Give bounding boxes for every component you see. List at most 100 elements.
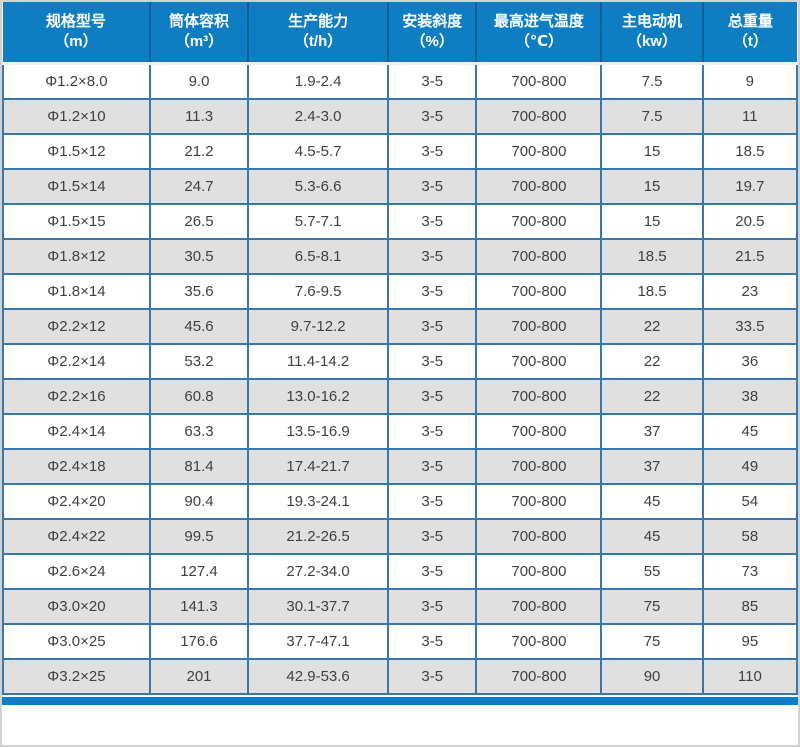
column-unit: （t/h）	[293, 33, 343, 50]
header-row: 规格型号 （m） 筒体容积 （m³） 生产能力 （t/h） 安装斜度 （%） 最…	[3, 2, 797, 65]
table-cell: 73	[701, 553, 798, 590]
table-cell: Φ2.4×14	[2, 413, 151, 450]
table-cell: 20.5	[701, 203, 798, 240]
column-label: 安装斜度	[402, 13, 463, 30]
table-cell: 700-800	[475, 133, 603, 170]
table-cell: 3-5	[387, 273, 478, 310]
table-row: Φ1.8×14 35.6 7.6-9.5 3-5 700-800 18.5 23	[2, 273, 798, 310]
table-cell: 4.5-5.7	[247, 133, 390, 170]
table-cell: 90	[600, 658, 704, 695]
table-cell: 1.9-2.4	[247, 62, 390, 100]
table-cell: 9	[701, 62, 798, 100]
table-cell: 700-800	[475, 62, 603, 100]
table-cell: Φ2.4×22	[2, 518, 151, 555]
table-cell: 700-800	[475, 623, 603, 660]
table-cell: 85	[701, 588, 798, 625]
table-cell: 700-800	[475, 203, 603, 240]
table-cell: 110	[701, 658, 798, 695]
table-cell: 49	[701, 448, 798, 485]
table-cell: 22	[600, 343, 704, 380]
table-cell: 99.5	[148, 518, 250, 555]
table-cell: Φ3.2×25	[2, 658, 151, 695]
table-row: Φ2.4×20 90.4 19.3-24.1 3-5 700-800 45 54	[2, 483, 798, 520]
table-cell: 58	[701, 518, 798, 555]
column-unit: （m³）	[174, 33, 224, 50]
table-cell: 21.2-26.5	[247, 518, 390, 555]
table-cell: 45	[600, 518, 704, 555]
table-cell: 11.3	[148, 98, 250, 135]
table-cell: 3-5	[387, 343, 478, 380]
column-header-installation-slope: 安装斜度 （%）	[388, 2, 478, 65]
table-cell: 9.7-12.2	[247, 308, 390, 345]
table-row: Φ2.2×16 60.8 13.0-16.2 3-5 700-800 22 38	[2, 378, 798, 415]
table-cell: 11.4-14.2	[247, 343, 390, 380]
table-cell: 24.7	[148, 168, 250, 205]
column-label: 最高进气温度	[493, 13, 584, 30]
table-cell: 9.0	[148, 62, 250, 100]
footer-bar	[2, 697, 798, 705]
table-cell: 42.9-53.6	[247, 658, 390, 695]
table-row: Φ2.2×14 53.2 11.4-14.2 3-5 700-800 22 36	[2, 343, 798, 380]
table-cell: Φ3.0×20	[2, 588, 151, 625]
table-cell: 45	[701, 413, 798, 450]
table-cell: 2.4-3.0	[247, 98, 390, 135]
table-cell: 36	[701, 343, 798, 380]
table-cell: 21.5	[701, 238, 798, 275]
table-cell: 3-5	[387, 62, 478, 100]
table-row: Φ2.4×22 99.5 21.2-26.5 3-5 700-800 45 58	[2, 518, 798, 555]
table-cell: Φ1.5×15	[2, 203, 151, 240]
table-cell: 700-800	[475, 238, 603, 275]
table-cell: Φ1.5×12	[2, 133, 151, 170]
column-label: 生产能力	[288, 13, 349, 30]
table-row: Φ3.2×25 201 42.9-53.6 3-5 700-800 90 110	[2, 658, 798, 695]
table-cell: 53.2	[148, 343, 250, 380]
table-cell: 22	[600, 378, 704, 415]
table-row: Φ3.0×25 176.6 37.7-47.1 3-5 700-800 75 95	[2, 623, 798, 660]
table-cell: 15	[600, 133, 704, 170]
column-header-max-inlet-temperature: 最高进气温度 （℃）	[476, 2, 603, 65]
table-cell: 38	[701, 378, 798, 415]
table-row: Φ2.4×18 81.4 17.4-21.7 3-5 700-800 37 49	[2, 448, 798, 485]
table-cell: 63.3	[148, 413, 250, 450]
table-cell: 75	[600, 588, 704, 625]
table-cell: 54	[701, 483, 798, 520]
table-header: 规格型号 （m） 筒体容积 （m³） 生产能力 （t/h） 安装斜度 （%） 最…	[3, 2, 797, 65]
table-cell: 37.7-47.1	[247, 623, 390, 660]
table-cell: 700-800	[475, 308, 603, 345]
table-cell: 81.4	[148, 448, 250, 485]
table-cell: 7.5	[600, 62, 704, 100]
table-cell: 30.1-37.7	[247, 588, 390, 625]
table-cell: 17.4-21.7	[247, 448, 390, 485]
table-cell: 13.5-16.9	[247, 413, 390, 450]
table-cell: 95	[701, 623, 798, 660]
table-cell: 23	[701, 273, 798, 310]
table-cell: 5.3-6.6	[247, 168, 390, 205]
table-cell: 55	[600, 553, 704, 590]
table-cell: 60.8	[148, 378, 250, 415]
table-cell: 141.3	[148, 588, 250, 625]
table-cell: 3-5	[387, 623, 478, 660]
column-unit: （m）	[54, 33, 98, 50]
table-cell: 30.5	[148, 238, 250, 275]
table-cell: Φ2.2×16	[2, 378, 151, 415]
table-cell: 700-800	[475, 518, 603, 555]
table-cell: 700-800	[475, 98, 603, 135]
table-cell: 700-800	[475, 588, 603, 625]
table-cell: 700-800	[475, 413, 603, 450]
table-cell: Φ2.6×24	[2, 553, 151, 590]
table-cell: 700-800	[475, 553, 603, 590]
table-cell: 35.6	[148, 273, 250, 310]
table-cell: 3-5	[387, 518, 478, 555]
table-row: Φ1.5×12 21.2 4.5-5.7 3-5 700-800 15 18.5	[2, 133, 798, 170]
table-cell: Φ1.5×14	[2, 168, 151, 205]
column-header-cylinder-volume: 筒体容积 （m³）	[149, 2, 250, 65]
table-cell: 3-5	[387, 588, 478, 625]
table-cell: 15	[600, 168, 704, 205]
table-row: Φ2.4×14 63.3 13.5-16.9 3-5 700-800 37 45	[2, 413, 798, 450]
table-cell: Φ2.4×20	[2, 483, 151, 520]
table-cell: Φ1.2×10	[2, 98, 151, 135]
table-cell: 19.7	[701, 168, 798, 205]
table-cell: 6.5-8.1	[247, 238, 390, 275]
table-cell: 7.6-9.5	[247, 273, 390, 310]
column-unit: （kw）	[627, 33, 678, 50]
